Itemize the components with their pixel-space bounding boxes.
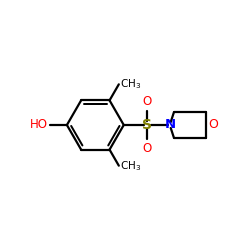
Text: CH$_3$: CH$_3$ (120, 159, 141, 172)
Text: N: N (165, 118, 176, 132)
Text: O: O (142, 95, 152, 108)
Text: CH$_3$: CH$_3$ (120, 78, 141, 91)
Text: O: O (208, 118, 218, 132)
Text: O: O (142, 142, 152, 155)
Text: S: S (142, 118, 152, 132)
Text: HO: HO (30, 118, 48, 132)
